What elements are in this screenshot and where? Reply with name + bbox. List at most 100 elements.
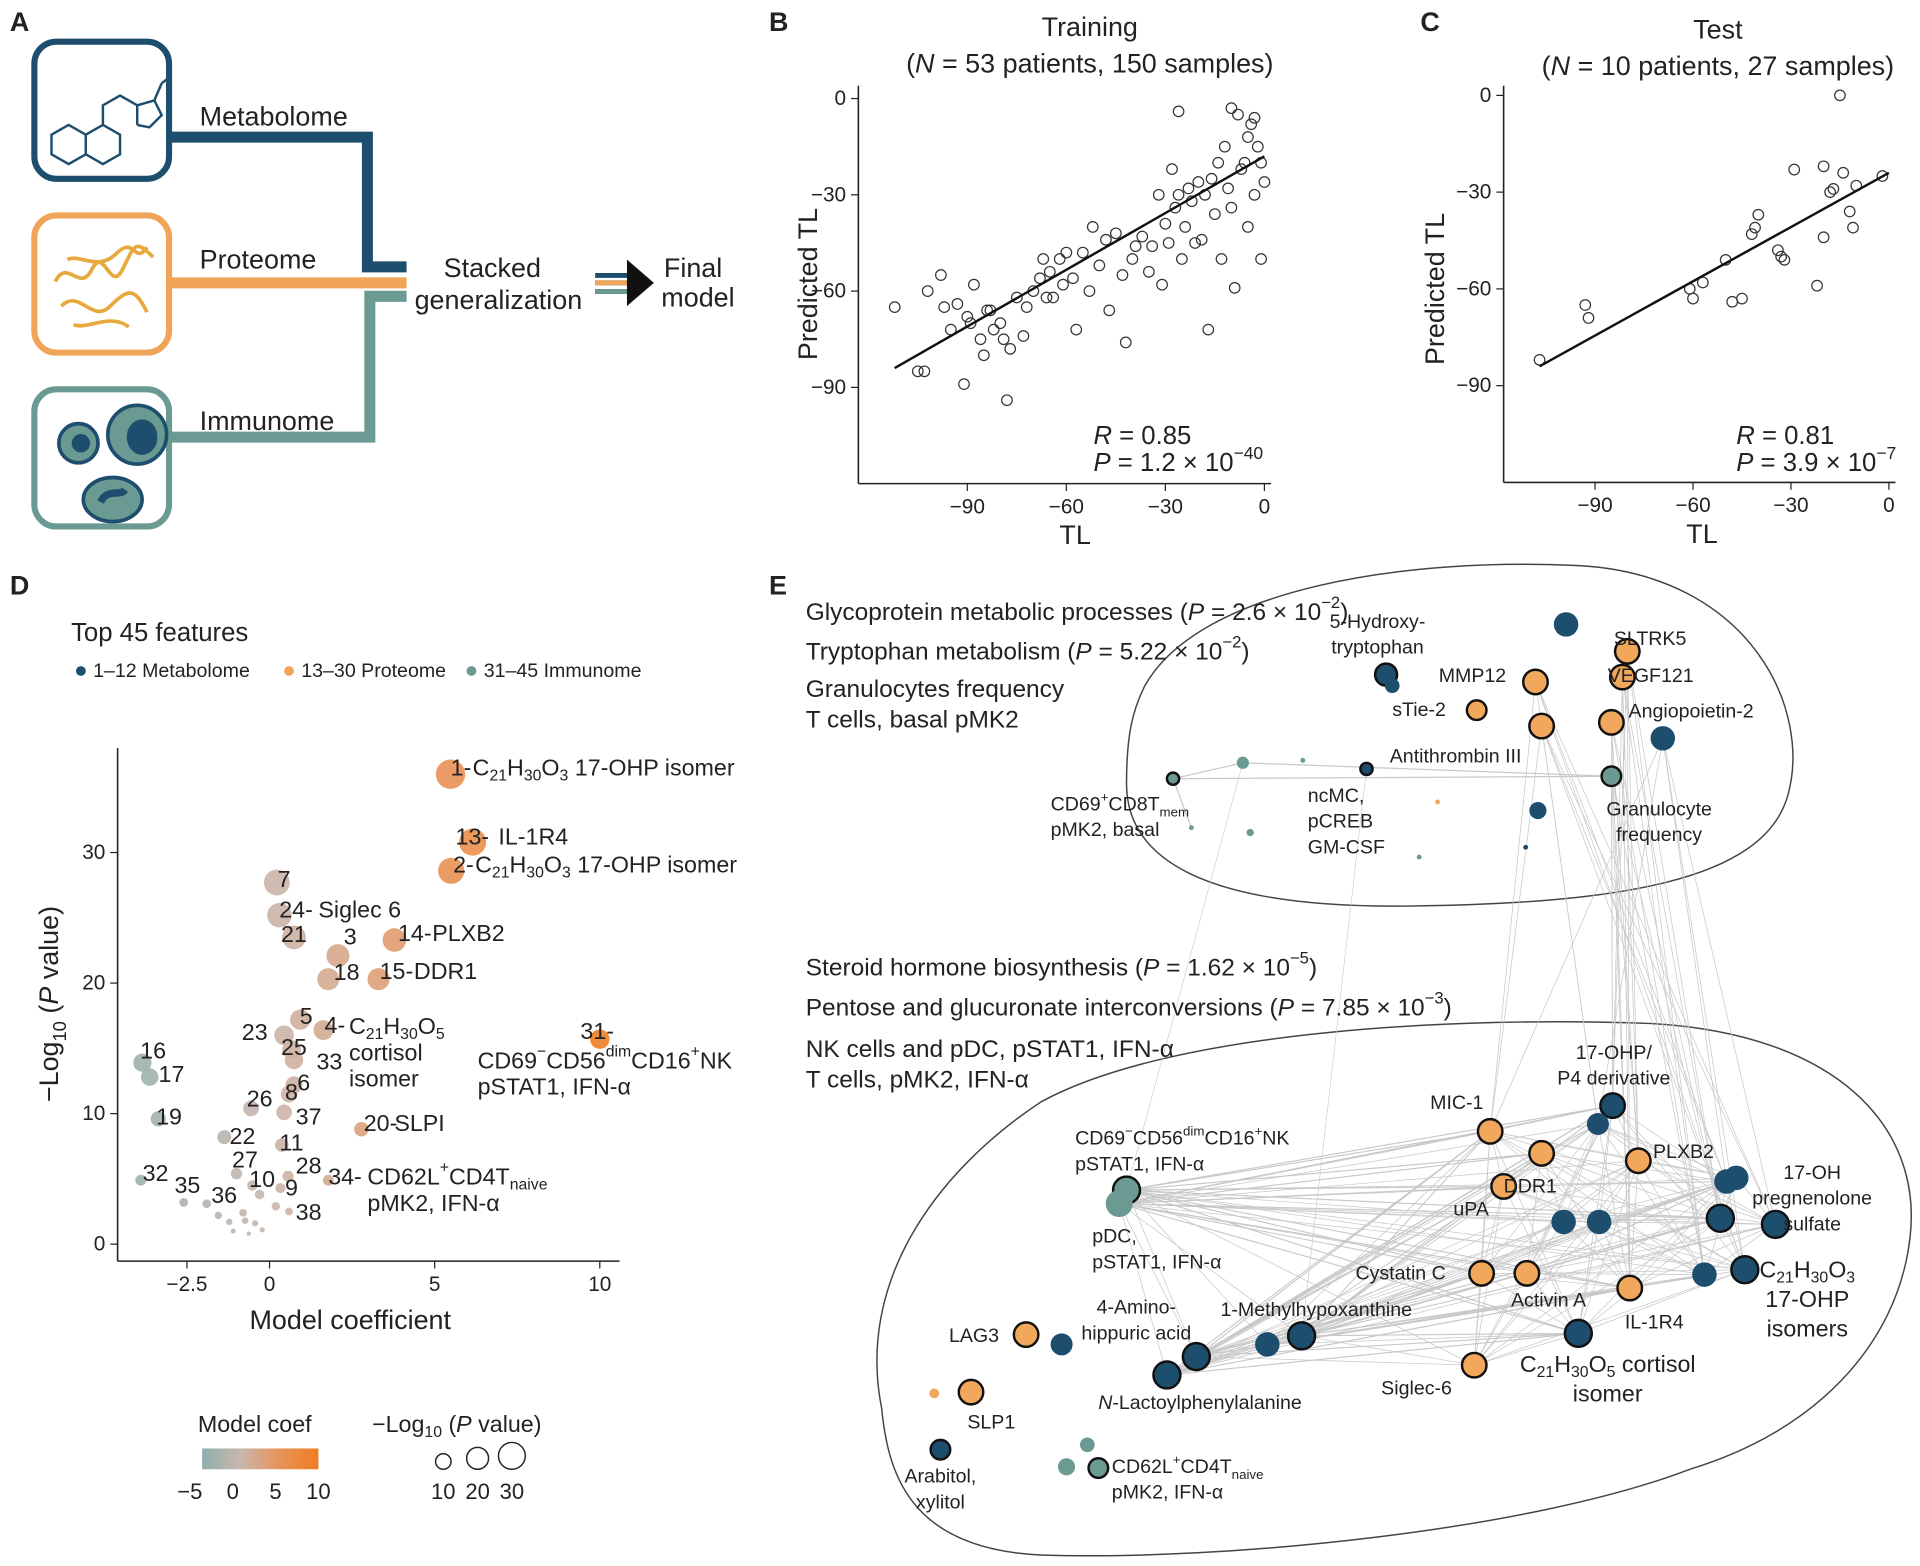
y-tick-label: 0 — [94, 1233, 106, 1256]
feature-name-part: 21 — [492, 864, 510, 881]
point — [994, 317, 1007, 330]
network-node — [1188, 825, 1194, 831]
node-label: IL-1R4 — [1625, 1311, 1684, 1333]
colorbar-tick-label: 5 — [269, 1479, 281, 1504]
y-axis-label: −Log10 (P value) — [34, 906, 70, 1102]
node-label: pDC, — [1092, 1226, 1137, 1248]
edge — [1118, 1203, 1197, 1357]
point-label: 21 — [281, 921, 307, 947]
point — [1248, 188, 1261, 201]
feature-name-part: H — [383, 1013, 400, 1039]
bubble — [326, 944, 350, 968]
feature-name: CD62L+CD4Tnaive — [367, 1160, 547, 1194]
point — [918, 365, 931, 378]
y-axis-label: Predicted TL — [793, 208, 823, 360]
feature-name-part: 17-OHP isomer — [568, 755, 735, 781]
edge — [1126, 1189, 1705, 1275]
legend-swatch — [284, 666, 294, 676]
network-node — [1730, 1255, 1760, 1285]
edge — [1597, 1123, 1776, 1225]
node-label: sTie-2 — [1392, 699, 1446, 721]
point — [1004, 342, 1017, 355]
point — [1255, 253, 1267, 265]
point-label: 13- — [456, 823, 490, 849]
point — [1195, 233, 1208, 246]
node-label: ncMC, — [1308, 785, 1365, 807]
bubble — [230, 1167, 243, 1180]
feature-name-part: − — [537, 1043, 546, 1060]
edge — [1577, 1221, 1600, 1334]
point — [1209, 208, 1221, 220]
omics-label: Proteome — [200, 245, 317, 275]
edge — [1301, 1335, 1475, 1366]
network-node — [1513, 1259, 1541, 1287]
edge — [1598, 1221, 1705, 1275]
arrow-head — [626, 259, 654, 307]
bubble — [247, 1180, 258, 1191]
bubble — [354, 1122, 369, 1137]
point-label: 4- — [325, 1012, 346, 1038]
size-legend-title-part: ( — [442, 1411, 456, 1437]
node-label-part: CD56 — [1133, 1128, 1183, 1150]
network-node — [1087, 1457, 1110, 1480]
edge — [1267, 1160, 1639, 1345]
chart-subtitle-part: N — [915, 49, 935, 79]
feature-name-part: C — [349, 1013, 366, 1039]
legend-label: 1–12 Metabolome — [93, 660, 250, 682]
node-label: uPA — [1453, 1199, 1489, 1221]
bubble — [274, 1025, 294, 1046]
node-label: Activin A — [1511, 1289, 1587, 1311]
edge — [1612, 651, 1628, 1106]
bubble — [459, 828, 487, 856]
size-legend-title: −Log10 (P value) — [372, 1411, 541, 1441]
size-legend-title-part: value) — [472, 1411, 542, 1437]
feature-name-part: CD62L — [367, 1164, 439, 1190]
x-tick-label: −90 — [1577, 494, 1612, 517]
network-node — [1079, 1437, 1095, 1453]
edge — [1612, 677, 1623, 1106]
node-label: hippuric acid — [1081, 1322, 1191, 1344]
y-axis-label-part: P — [34, 987, 64, 1005]
point — [911, 365, 924, 378]
size-legend-label: 10 — [431, 1479, 455, 1504]
edge — [1526, 1224, 1776, 1274]
edge — [1489, 738, 1664, 1132]
feature-name-part: 5 — [436, 1026, 445, 1043]
network-node — [1613, 637, 1641, 665]
network-node — [1050, 1333, 1073, 1356]
feature-name-part: O — [544, 851, 562, 877]
point — [1225, 201, 1238, 214]
node-label: MMP12 — [1439, 665, 1506, 687]
node-label-part: -Lactoylphenylalanine — [1112, 1392, 1301, 1414]
network-node — [1300, 757, 1306, 763]
node-label: VEGF121 — [1608, 665, 1694, 687]
cluster-outline — [876, 1021, 1912, 1557]
edge — [1126, 1105, 1613, 1191]
bubble — [284, 1050, 304, 1070]
edge — [1126, 1189, 1564, 1223]
y-tick-label: −30 — [1456, 181, 1491, 204]
feature-name-part: C — [475, 851, 492, 877]
edge — [1611, 776, 1721, 1219]
edge — [1611, 776, 1705, 1275]
network-node — [1724, 1165, 1749, 1191]
point — [1202, 323, 1215, 336]
pathway-label-part: ) — [1309, 954, 1317, 981]
pathway-label-part: Pentose and glucuronate interconversions… — [806, 994, 1278, 1021]
point-label: 5 — [300, 1003, 313, 1029]
point — [921, 285, 934, 297]
edge — [1126, 1189, 1579, 1334]
edge — [1267, 1332, 1579, 1345]
point-label: 11 — [279, 1129, 303, 1155]
edge — [1196, 1272, 1482, 1358]
node-label-part: 21 — [1776, 1270, 1794, 1287]
edge — [1126, 1189, 1745, 1271]
cluster-outline — [1125, 563, 1794, 907]
legend-title: Top 45 features — [71, 619, 248, 647]
feature-name: pMK2, IFN-α — [367, 1190, 499, 1216]
point — [1129, 240, 1142, 253]
bubble — [226, 1218, 233, 1226]
point-label: 10 — [249, 1166, 275, 1192]
feature-name-part: + — [440, 1160, 449, 1177]
network-node — [1523, 844, 1529, 850]
